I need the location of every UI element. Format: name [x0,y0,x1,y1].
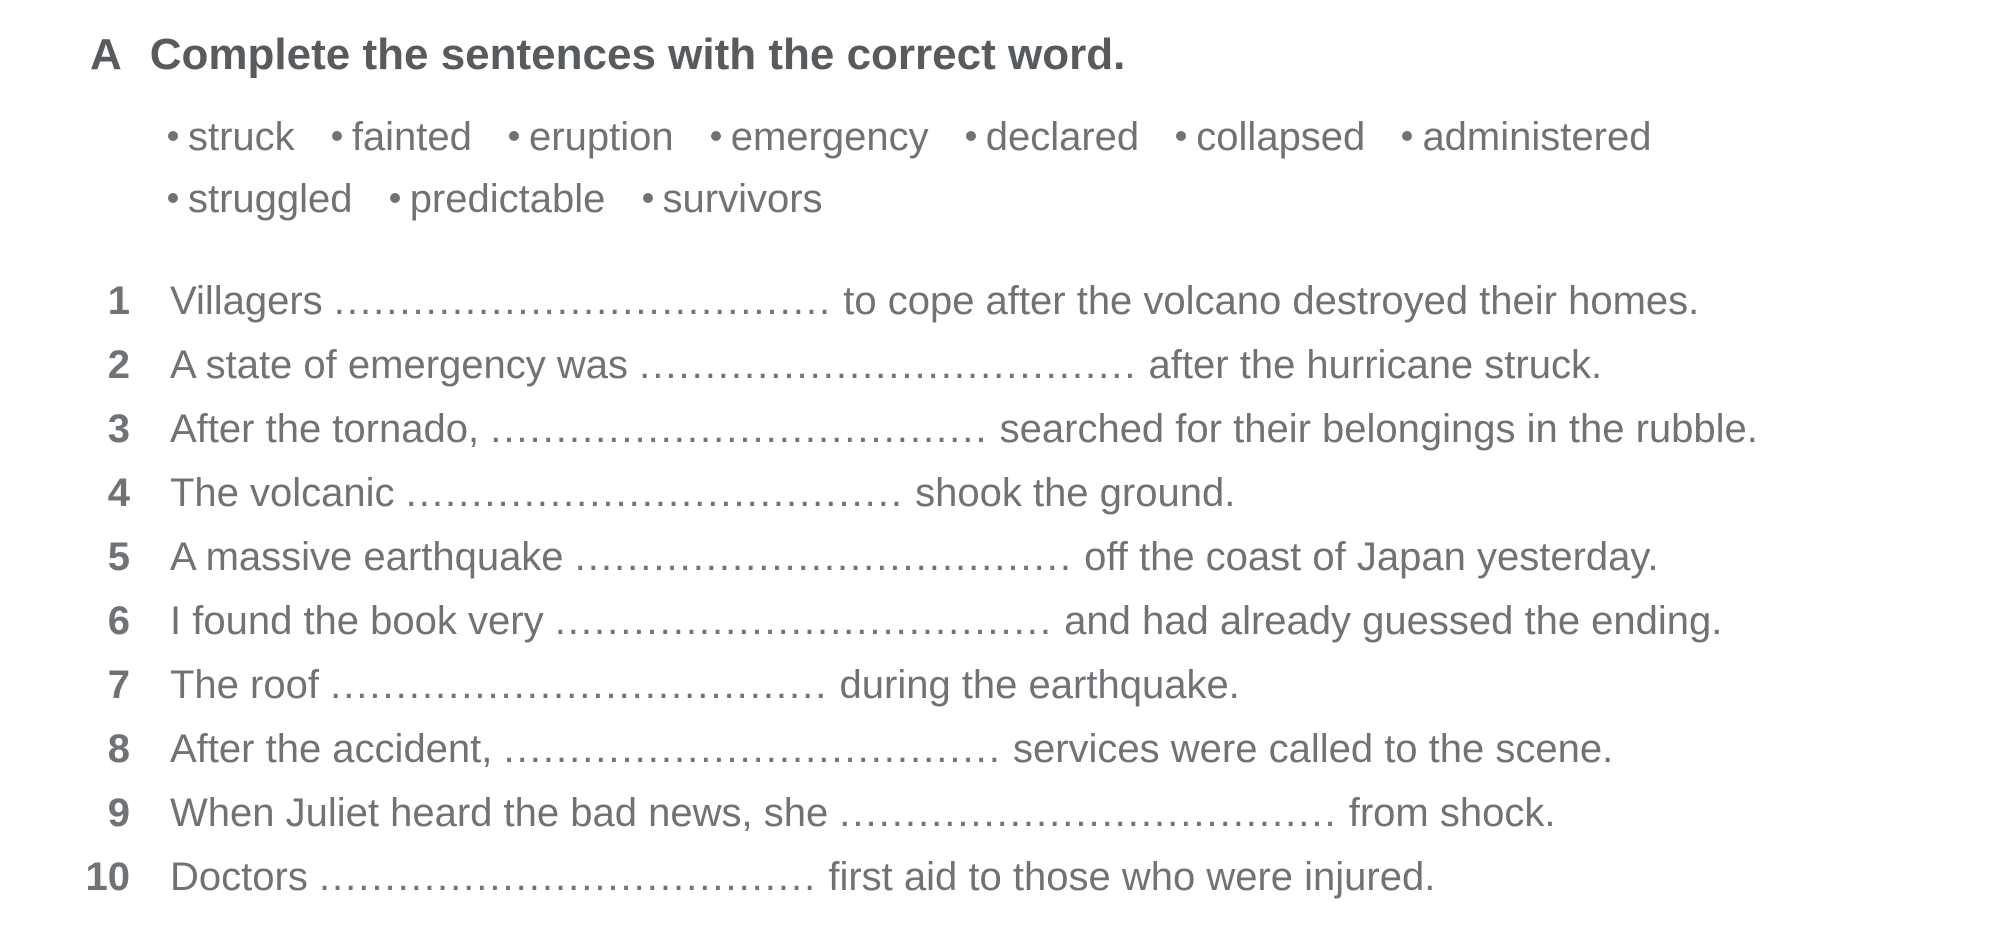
fill-blank[interactable]: ...................................... [639,343,1137,387]
fill-blank[interactable]: ...................................... [839,791,1337,835]
sentence-after: off the coast of Japan yesterday. [1073,535,1659,579]
item-number: 10 [50,846,130,908]
item-row: 4 The volcanic .........................… [50,462,1949,524]
item-sentence: I found the book very ..................… [170,590,1949,652]
fill-blank[interactable]: ...................................... [330,663,828,707]
fill-blank[interactable]: ...................................... [406,471,904,515]
word-bank-row-1: struck fainted eruption emergency declar… [168,106,1949,168]
sentence-before: After the accident, [170,727,504,771]
bullet-icon [390,193,400,203]
item-row: 10 Doctors .............................… [50,846,1949,908]
bullet-icon [332,131,342,141]
item-number: 1 [50,270,130,332]
fill-blank[interactable]: ...................................... [555,599,1053,643]
word-option: administered [1422,115,1651,159]
sentence-before: A state of emergency was [170,343,639,387]
sentence-after: shook the ground. [904,471,1235,515]
item-sentence: The roof ...............................… [170,654,1949,716]
item-sentence: After the accident, ....................… [170,718,1949,780]
item-number: 2 [50,334,130,396]
sentence-after: after the hurricane struck. [1137,343,1602,387]
item-number: 9 [50,782,130,844]
sentence-after: and had already guessed the ending. [1053,599,1722,643]
bullet-icon [966,131,976,141]
sentence-after: during the earthquake. [828,663,1239,707]
word-bank-row-2: struggled predictable survivors [168,168,1949,230]
word-option: struck [188,115,295,159]
fill-blank[interactable]: ...................................... [334,279,832,323]
sentence-after: from shock. [1338,791,1556,835]
item-row: 7 The roof .............................… [50,654,1949,716]
item-number: 3 [50,398,130,460]
sentence-after: searched for their belongings in the rub… [989,407,1758,451]
bullet-icon [1402,131,1412,141]
items-list: 1 Villagers ............................… [50,270,1949,908]
fill-blank[interactable]: ...................................... [319,855,817,899]
fill-blank[interactable]: ...................................... [504,727,1002,771]
item-sentence: When Juliet heard the bad news, she ....… [170,782,1949,844]
sentence-before: Doctors [170,855,319,899]
sentence-after: to cope after the volcano destroyed thei… [832,279,1699,323]
word-option: struggled [188,177,353,221]
item-row: 1 Villagers ............................… [50,270,1949,332]
item-row: 6 I found the book very ................… [50,590,1949,652]
sentence-before: A massive earthquake [170,535,575,579]
item-number: 4 [50,462,130,524]
word-option: fainted [352,115,472,159]
fill-blank[interactable]: ...................................... [490,407,988,451]
item-sentence: After the tornado, .....................… [170,398,1949,460]
fill-blank[interactable]: ...................................... [575,535,1073,579]
bullet-icon [711,131,721,141]
item-sentence: Doctors ................................… [170,846,1949,908]
exercise-header: A Complete the sentences with the correc… [90,30,1949,80]
section-letter: A [90,30,122,80]
bullet-icon [168,193,178,203]
word-option: emergency [731,115,929,159]
sentence-after: first aid to those who were injured. [817,855,1435,899]
item-row: 5 A massive earthquake .................… [50,526,1949,588]
word-option: survivors [663,177,823,221]
item-number: 6 [50,590,130,652]
item-sentence: The volcanic ...........................… [170,462,1949,524]
sentence-before: When Juliet heard the bad news, she [170,791,839,835]
word-option: collapsed [1196,115,1365,159]
sentence-after: services were called to the scene. [1002,727,1613,771]
item-row: 3 After the tornado, ...................… [50,398,1949,460]
item-row: 8 After the accident, ..................… [50,718,1949,780]
word-option: eruption [529,115,674,159]
item-sentence: A massive earthquake ...................… [170,526,1949,588]
word-option: predictable [410,177,606,221]
item-number: 5 [50,526,130,588]
bullet-icon [509,131,519,141]
item-sentence: Villagers ..............................… [170,270,1949,332]
sentence-before: Villagers [170,279,334,323]
item-number: 7 [50,654,130,716]
item-sentence: A state of emergency was ...............… [170,334,1949,396]
bullet-icon [1176,131,1186,141]
bullet-icon [168,131,178,141]
bullet-icon [643,193,653,203]
item-row: 2 A state of emergency was .............… [50,334,1949,396]
item-number: 8 [50,718,130,780]
word-option: declared [986,115,1139,159]
instruction-text: Complete the sentences with the correct … [150,30,1126,80]
word-bank: struck fainted eruption emergency declar… [168,106,1949,230]
sentence-before: I found the book very [170,599,555,643]
sentence-before: After the tornado, [170,407,490,451]
exercise-page: A Complete the sentences with the correc… [0,0,1989,942]
item-row: 9 When Juliet heard the bad news, she ..… [50,782,1949,844]
sentence-before: The roof [170,663,330,707]
sentence-before: The volcanic [170,471,406,515]
